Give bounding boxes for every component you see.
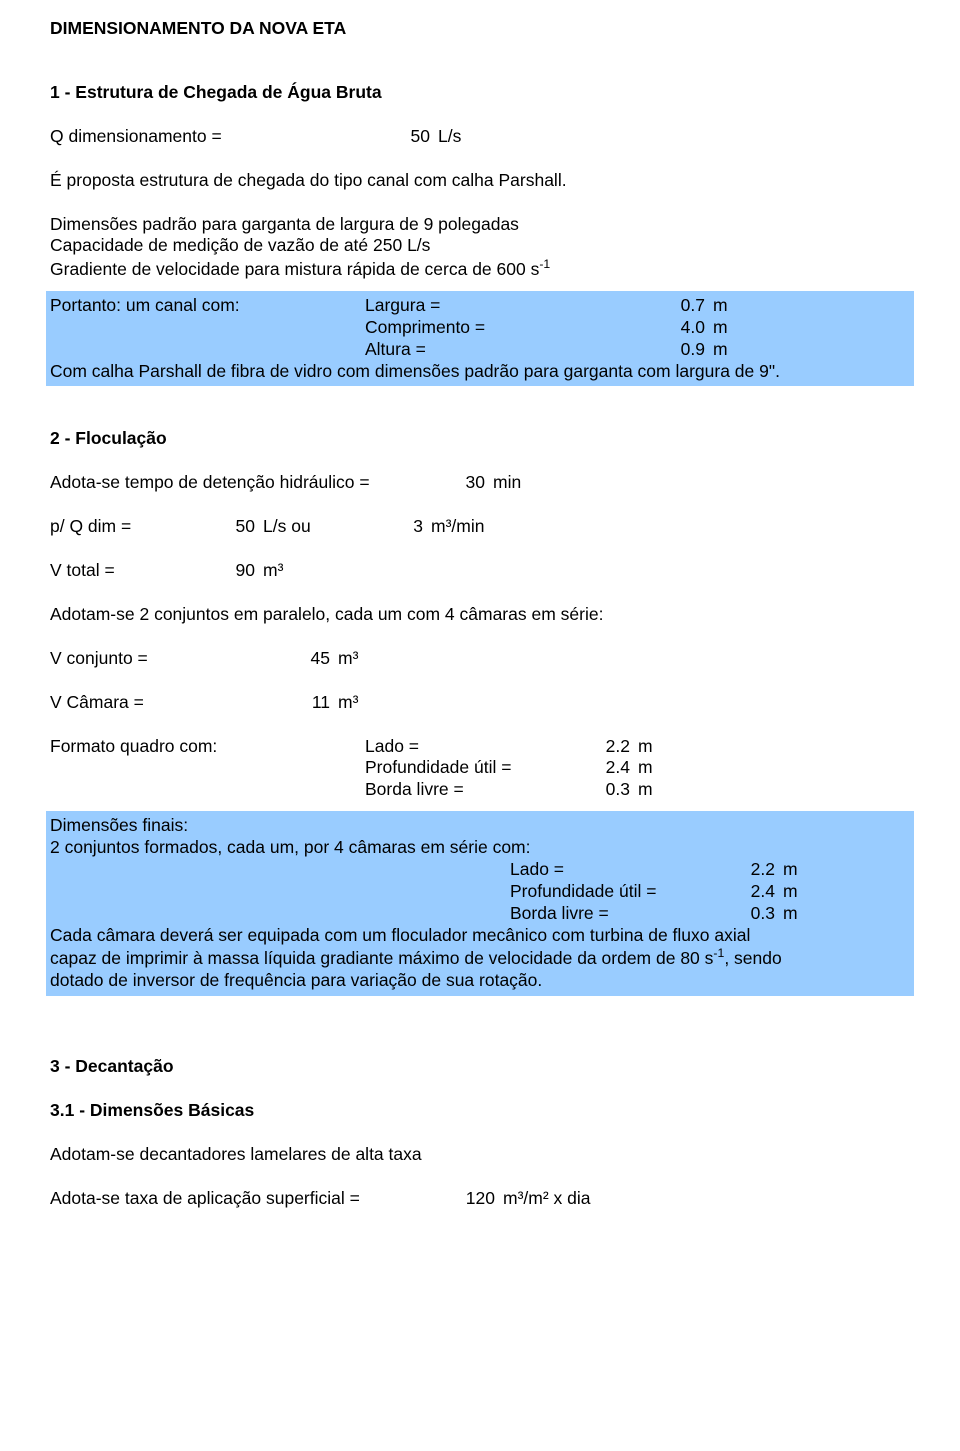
page-title: DIMENSIONAMENTO DA NOVA ETA <box>50 18 910 40</box>
vconj-row: V conjunto = 45 m³ <box>50 648 910 670</box>
dim-line1: Dimensões padrão para garganta de largur… <box>50 214 910 236</box>
hl2-p2-sup: -1 <box>713 946 724 960</box>
hl1-r1-label: Comprimento = <box>365 317 545 339</box>
fr1-value: 2.4 <box>580 757 630 779</box>
fr2-label: Borda livre = <box>365 779 580 801</box>
highlight-block-2: Dimensões finais: 2 conjuntos formados, … <box>46 811 914 996</box>
hl2-p2: capaz de imprimir à massa líquida gradia… <box>50 946 910 970</box>
hl2-p3: dotado de inversor de frequência para va… <box>50 970 910 992</box>
adotam2-text: Adotam-se 2 conjuntos em paralelo, cada … <box>50 604 910 626</box>
hl1-row1: Comprimento = 4.0 m <box>50 317 910 339</box>
s3-line1: Adotam-se decantadores lamelares de alta… <box>50 1144 910 1166</box>
formato-label: Formato quadro com: <box>50 736 365 758</box>
vtotal-value: 90 <box>220 560 255 582</box>
q-unit: L/s <box>430 126 461 148</box>
hl2-p1: Cada câmara deverá ser equipada com um f… <box>50 925 910 947</box>
section3-heading: 3 - Decantação <box>50 1056 910 1078</box>
pq-unit-ou: L/s ou <box>255 516 403 538</box>
pq-label: p/ Q dim = <box>50 516 220 538</box>
fr0-value: 2.2 <box>580 736 630 758</box>
hl1-r0-label: Largura = <box>365 295 545 317</box>
vtotal-row: V total = 90 m³ <box>50 560 910 582</box>
dim-line3: Gradiente de velocidade para mistura ráp… <box>50 257 910 281</box>
taxa-value: 120 <box>445 1188 495 1210</box>
vcam-unit: m³ <box>330 692 358 714</box>
hl1-r2-label: Altura = <box>365 339 545 361</box>
vtotal-label: V total = <box>50 560 220 582</box>
hl1-r0-value: 0.7 <box>545 295 705 317</box>
fr1-label: Profundidade útil = <box>365 757 580 779</box>
taxa-unit: m³/m² x dia <box>495 1188 591 1210</box>
taxa-row: Adota-se taxa de aplicação superficial =… <box>50 1188 910 1210</box>
highlight-block-1: Portanto: um canal com: Largura = 0.7 m … <box>46 291 914 387</box>
hl1-note: Com calha Parshall de fibra de vidro com… <box>50 361 910 383</box>
formato-row1: Profundidade útil = 2.4 m <box>50 757 910 779</box>
hl2-r1-value: 2.4 <box>725 881 775 903</box>
fr2-unit: m <box>630 779 653 801</box>
hl2-r0-unit: m <box>775 859 798 881</box>
vtotal-unit: m³ <box>255 560 283 582</box>
q-label: Q dimensionamento = <box>50 126 390 148</box>
dim-line3-sup: -1 <box>539 257 550 271</box>
hl1-r0-unit: m <box>705 295 728 317</box>
hl2-row1: Profundidade útil = 2.4 m <box>50 881 910 903</box>
hl1-r1-value: 4.0 <box>545 317 705 339</box>
q-value: 50 <box>390 126 430 148</box>
hl1-r2-unit: m <box>705 339 728 361</box>
hl2-p2-post: , sendo <box>724 948 781 968</box>
fr0-label: Lado = <box>365 736 580 758</box>
pq-row: p/ Q dim = 50 L/s ou 3 m³/min <box>50 516 910 538</box>
pq-value2: 3 <box>403 516 423 538</box>
hl1-row0: Portanto: um canal com: Largura = 0.7 m <box>50 295 910 317</box>
vcam-row: V Câmara = 11 m³ <box>50 692 910 714</box>
pq-unit2: m³/min <box>423 516 484 538</box>
proposal-text: É proposta estrutura de chegada do tipo … <box>50 170 910 192</box>
fr1-unit: m <box>630 757 653 779</box>
vconj-label: V conjunto = <box>50 648 295 670</box>
fr2-value: 0.3 <box>580 779 630 801</box>
hl2-line2: 2 conjuntos formados, cada um, por 4 câm… <box>50 837 910 859</box>
vconj-unit: m³ <box>330 648 358 670</box>
vcam-label: V Câmara = <box>50 692 295 714</box>
hl1-intro: Portanto: um canal com: <box>50 295 365 317</box>
adota-label: Adota-se tempo de detenção hidráulico = <box>50 472 445 494</box>
section3-sub: 3.1 - Dimensões Básicas <box>50 1100 910 1122</box>
taxa-label: Adota-se taxa de aplicação superficial = <box>50 1188 445 1210</box>
hl2-r2-unit: m <box>775 903 798 925</box>
section2-heading: 2 - Floculação <box>50 428 910 450</box>
formato-row2: Borda livre = 0.3 m <box>50 779 910 801</box>
hl1-r1-unit: m <box>705 317 728 339</box>
adota-row: Adota-se tempo de detenção hidráulico = … <box>50 472 910 494</box>
hl2-row0: Lado = 2.2 m <box>50 859 910 881</box>
document-page: DIMENSIONAMENTO DA NOVA ETA 1 - Estrutur… <box>0 0 960 1250</box>
vconj-value: 45 <box>295 648 330 670</box>
hl2-r1-unit: m <box>775 881 798 903</box>
fr0-unit: m <box>630 736 653 758</box>
section1-heading: 1 - Estrutura de Chegada de Água Bruta <box>50 82 910 104</box>
hl1-row2: Altura = 0.9 m <box>50 339 910 361</box>
adota-unit: min <box>485 472 521 494</box>
adota-value: 30 <box>445 472 485 494</box>
hl2-title: Dimensões finais: <box>50 815 910 837</box>
hl1-r2-value: 0.9 <box>545 339 705 361</box>
formato-row0: Formato quadro com: Lado = 2.2 m <box>50 736 910 758</box>
hl2-r0-value: 2.2 <box>725 859 775 881</box>
hl2-r0-label: Lado = <box>510 859 725 881</box>
dim-line3-pre: Gradiente de velocidade para mistura ráp… <box>50 259 539 279</box>
hl2-r2-label: Borda livre = <box>510 903 725 925</box>
vcam-value: 11 <box>295 692 330 714</box>
hl2-p2-pre: capaz de imprimir à massa líquida gradia… <box>50 948 713 968</box>
hl2-r1-label: Profundidade útil = <box>510 881 725 903</box>
hl2-r2-value: 0.3 <box>725 903 775 925</box>
dim-line2: Capacidade de medição de vazão de até 25… <box>50 235 910 257</box>
q-dimensionamento-row: Q dimensionamento = 50 L/s <box>50 126 910 148</box>
hl2-row2: Borda livre = 0.3 m <box>50 903 910 925</box>
pq-value: 50 <box>220 516 255 538</box>
